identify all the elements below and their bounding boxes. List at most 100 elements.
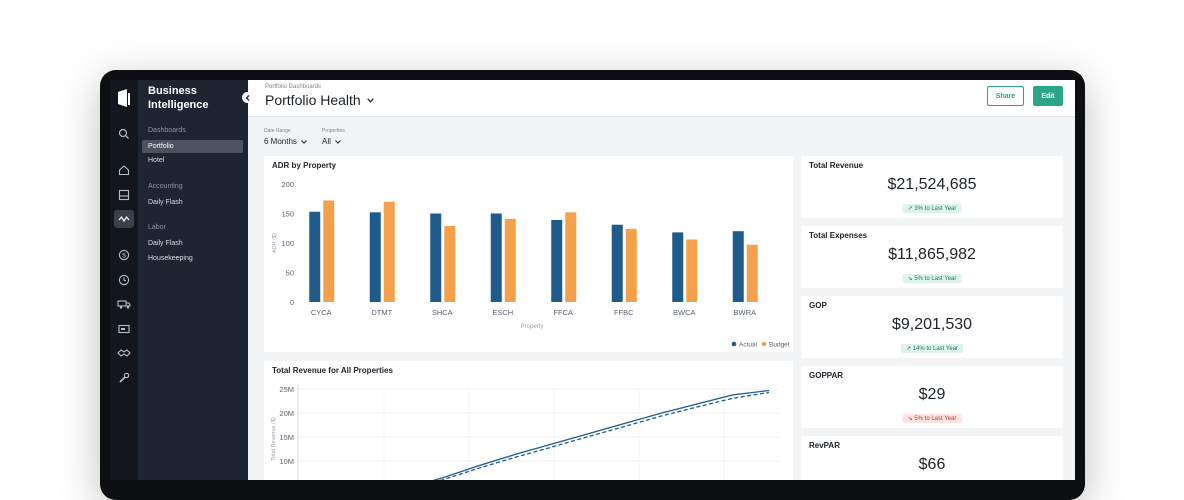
handshake-icon[interactable] [114,344,134,362]
bar-actual [672,232,684,302]
main-content: Portfolio Dashboards Portfolio Health Sh… [248,80,1075,480]
bar-budget [383,201,395,302]
date-range-value: 6 Months [264,137,297,146]
search-icon[interactable] [114,125,134,143]
app-screen: $ Business Intelligence Dashboards Portf… [110,80,1075,480]
y-tick-label: 25M [279,385,294,394]
truck-icon[interactable] [114,295,134,313]
chevron-left-icon [245,94,249,101]
x-tick-label: DTMT [371,308,392,317]
trend-up-icon: ↗ [905,346,911,352]
date-range-label: Date Range [264,128,291,134]
kpi-card-total-revenue[interactable]: Total Revenue $21,524,685 ↗ 3% to Last Y… [801,156,1063,218]
kpi-title: Total Expenses [809,231,868,240]
bar-actual [309,211,321,302]
bar-actual [430,213,442,302]
x-tick-label: ESCH [492,308,513,317]
revenue-chart-card: Total Revenue for All Properties 10M 15M 2… [264,361,793,480]
bar-budget [686,239,698,302]
trend-down-icon: ↘ [907,276,913,282]
kpi-card-gop[interactable]: GOP $9,201,530 ↗ 14% to Last Year [801,296,1063,358]
x-tick-label: FFCA [553,308,573,317]
bar-budget [746,244,758,302]
chevron-down-icon [335,139,341,144]
sidebar-item-labor-daily-flash[interactable]: Daily Flash [148,240,183,247]
kpi-trend-text: 3% to Last Year [914,206,957,212]
bar-actual [551,219,563,302]
pulse-icon[interactable] [114,210,134,228]
sidebar-item-accounting-daily-flash[interactable]: Daily Flash [148,199,183,206]
inbox-icon[interactable] [114,186,134,204]
y-tick-label: 0 [290,298,294,307]
x-tick-label: FFBC [614,308,634,317]
y-tick-label: 10M [279,457,294,466]
bar-budget [323,200,335,302]
x-tick-label: CYCA [311,308,332,317]
properties-value: All [322,137,331,146]
kpi-trend-badge: ↘ 5% to Last Year [902,274,962,283]
legend-actual-swatch [731,341,737,347]
adr-bar-chart: 0 50 100 150 200 ADR ($) CYCA DTMT SHCA ESCH FFCA F… [272,180,790,349]
properties-label: Properties [322,128,345,134]
nav-section-accounting: Accounting [148,183,183,190]
dollar-icon[interactable]: $ [114,246,134,264]
trend-down-icon: ↘ [907,416,913,422]
sidebar: Business Intelligence Dashboards Portfol… [138,80,248,480]
kpi-title: Total Revenue [809,161,864,170]
trend-up-icon: ↗ [907,206,913,212]
kpi-value: $21,524,685 [887,176,977,193]
kpi-card-total-expenses[interactable]: Total Expenses $11,865,982 ↘ 5% to Last … [801,226,1063,288]
nav-section-dashboards: Dashboards [148,127,186,134]
bar-actual [611,224,623,302]
kpi-value: $66 [918,456,946,473]
kpi-title: GOPPAR [809,371,844,380]
adr-chart-title: ADR by Property [272,161,337,170]
page-title-dropdown[interactable]: Portfolio Health [265,92,374,108]
legend-actual-label: Actual [739,342,758,349]
edit-button[interactable]: Edit [1033,86,1063,106]
share-button[interactable]: Share [987,86,1024,106]
chevron-down-icon [366,97,374,103]
card-icon[interactable] [114,320,134,338]
bar-actual [732,231,744,302]
legend-budget-swatch [761,341,767,347]
y-tick-label: 20M [279,409,294,418]
kpi-value: $11,865,982 [888,246,976,263]
kpi-trend-text: 5% to Last Year [914,276,957,282]
icon-rail: $ [110,80,138,480]
kpi-value: $9,201,530 [891,316,973,333]
bar-actual [369,212,381,302]
sidebar-item-housekeeping[interactable]: Housekeeping [148,255,193,262]
y-tick-label: 100 [281,239,294,248]
sidebar-item-portfolio[interactable]: Portfolio [142,140,243,153]
date-range-filter[interactable]: Date Range 6 Months [264,128,307,146]
y-tick-label: 15M [279,433,294,442]
page-header: Portfolio Dashboards Portfolio Health Sh… [248,80,1075,117]
sidebar-item-hotel[interactable]: Hotel [148,157,165,164]
x-axis-label: Property [521,324,544,330]
home-icon[interactable] [114,161,134,179]
kpi-title: RevPAR [809,441,840,450]
kpi-trend-badge: ↗ 14% to Last Year [900,344,964,353]
line-series-budget [439,391,770,480]
bar-budget [625,228,637,302]
page-title: Portfolio Health [265,92,361,108]
kpi-card-revpar[interactable]: RevPAR $66 [801,436,1063,480]
bar-budget [444,225,456,302]
wrench-icon[interactable] [114,369,134,387]
clock-icon[interactable] [114,271,134,289]
y-tick-label: 150 [281,210,294,219]
bar-budget [565,212,577,302]
chevron-down-icon [301,139,307,144]
x-tick-label: SHCA [432,308,453,317]
bar-budget [504,218,516,302]
properties-filter[interactable]: Properties All [322,128,345,146]
y-axis-label: Total Revenue ($) [271,417,277,461]
kpi-value: $29 [918,386,946,403]
collapse-sidebar-button[interactable] [242,92,253,103]
y-tick-label: 50 [286,269,294,278]
revenue-chart-title: Total Revenue for All Properties [272,366,393,375]
kpi-card-goppar[interactable]: GOPPAR $29 ↘ 5% to Last Year [801,366,1063,428]
revenue-line-chart: 10M 15M 20M 25M Total Revenue ($) [271,385,779,480]
breadcrumb[interactable]: Portfolio Dashboards [265,84,322,90]
